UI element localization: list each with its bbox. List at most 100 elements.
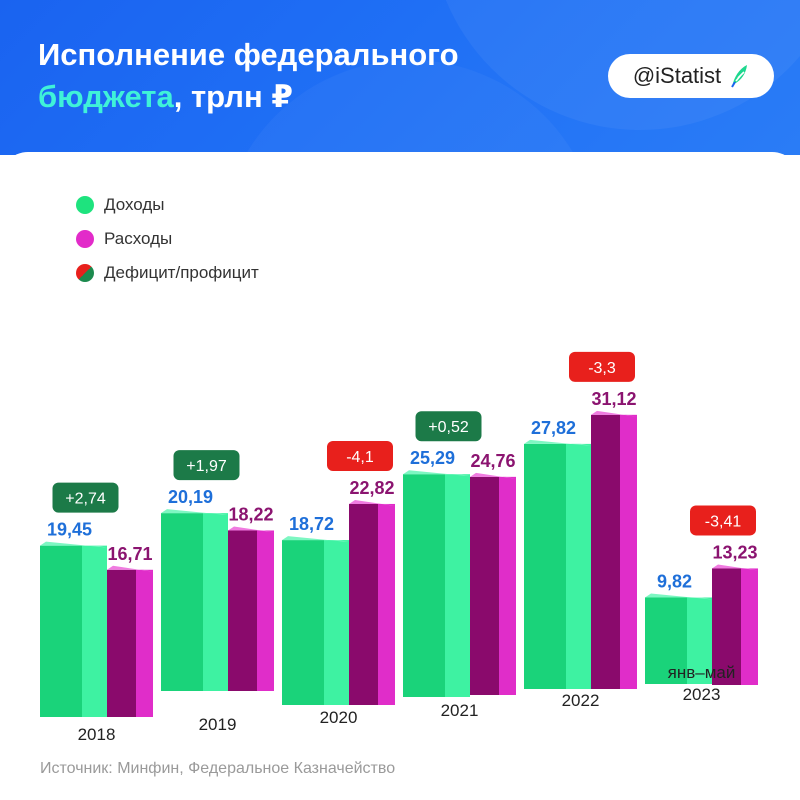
- income-bar-3-front: [403, 474, 445, 697]
- income-bar-3-side: [445, 474, 470, 697]
- expense-bar-0-top: [107, 565, 153, 572]
- title-line-1: Исполнение федерального: [38, 37, 459, 72]
- category-label-1-0: 2019: [199, 715, 237, 734]
- expense-value-label-0: 16,71: [107, 544, 152, 564]
- income-value-label-2: 18,72: [289, 514, 334, 534]
- expense-value-label-3: 24,76: [470, 451, 515, 471]
- expense-bar-3-side: [499, 476, 516, 695]
- income-bar-1-front: [161, 513, 203, 691]
- expense-bar-5-side: [741, 568, 758, 685]
- income-bar-0: [40, 541, 107, 717]
- income-bar-1-side: [203, 513, 228, 691]
- category-label-4-0: 2022: [562, 691, 600, 710]
- page-title: Исполнение федерального бюджета, трлн ₽: [38, 34, 459, 118]
- income-bar-2-side: [324, 540, 349, 705]
- legend-label-expense: Расходы: [104, 229, 173, 248]
- income-bar-2-top: [282, 536, 349, 543]
- income-value-label-4: 27,82: [531, 418, 576, 438]
- balance-badge-1-box: [173, 450, 240, 481]
- expense-value-label-2: 22,82: [349, 478, 394, 498]
- legend-label-balance: Дефицит/профицит: [104, 263, 259, 282]
- legend-item-income: Доходы: [76, 188, 259, 222]
- income-bar-3: [403, 470, 470, 697]
- income-bar-2-front: [282, 540, 324, 705]
- expense-bar-5: [712, 564, 758, 685]
- balance-badge-3-label: +0,52: [428, 419, 469, 436]
- legend-item-expense: Расходы: [76, 222, 259, 256]
- income-bar-4-front: [524, 443, 566, 689]
- expense-value-label-1: 18,22: [228, 504, 273, 524]
- expense-bar-4-side: [620, 414, 637, 689]
- expense-value-label-5: 13,23: [712, 542, 757, 562]
- category-label-2-0: 2020: [320, 708, 358, 727]
- legend-item-balance: Дефицит/профицит: [76, 256, 259, 290]
- expense-bar-1: [228, 526, 274, 691]
- income-bar-0-top: [40, 541, 107, 548]
- income-bar-5-front: [645, 597, 687, 684]
- balance-badge-2-box: [327, 440, 393, 471]
- expense-bar-0: [107, 565, 153, 717]
- expense-bar-4-top: [591, 410, 637, 417]
- legend-swatch-balance: [76, 264, 94, 282]
- income-bar-5-side: [687, 597, 712, 684]
- expense-bar-0-front: [107, 569, 136, 717]
- income-bar-4-top: [524, 439, 591, 446]
- income-bar-0-side: [82, 545, 107, 717]
- category-label-5-0: янв–май: [668, 663, 736, 682]
- expense-value-label-4: 31,12: [591, 389, 636, 409]
- balance-badge-4-box: [569, 351, 635, 382]
- balance-badge-0-label: +2,74: [65, 491, 106, 508]
- title-accent: бюджета: [38, 79, 174, 114]
- source-note: Источник: Минфин, Федеральное Казначейст…: [40, 760, 396, 777]
- income-bar-3-top: [403, 470, 470, 477]
- balance-badge-0-box: [52, 482, 119, 513]
- expense-bar-4: [591, 410, 637, 689]
- balance-badge-3-box: [415, 411, 482, 442]
- title-rest: , трлн ₽: [173, 79, 293, 114]
- expense-bar-4-front: [591, 414, 620, 689]
- category-label-0-0: 2018: [78, 725, 116, 744]
- legend-swatch-income: [76, 196, 94, 214]
- expense-bar-2-side: [378, 503, 395, 705]
- category-label-3-0: 2021: [441, 701, 479, 720]
- chart-legend: Доходы Расходы Дефицит/профицит: [76, 188, 259, 290]
- expense-bar-1-side: [257, 530, 274, 691]
- expense-bar-5-front: [712, 568, 741, 685]
- expense-bar-3-front: [470, 476, 499, 695]
- income-value-label-5: 9,82: [657, 571, 692, 591]
- category-label-5-1: 2023: [683, 685, 721, 704]
- expense-bar-3: [470, 472, 516, 695]
- balance-badge-5-box: [690, 505, 756, 536]
- income-bar-2: [282, 536, 349, 705]
- income-bar-1-top: [161, 509, 228, 516]
- balance-badge-5-label: -3,41: [705, 513, 742, 530]
- income-bar-0-front: [40, 545, 82, 717]
- expense-bar-2-front: [349, 503, 378, 705]
- feather-icon: [731, 65, 748, 88]
- title-line-2: бюджета, трлн ₽: [38, 76, 459, 118]
- expense-bar-2: [349, 499, 395, 705]
- income-value-label-3: 25,29: [410, 448, 455, 468]
- expense-bar-1-front: [228, 530, 257, 691]
- brand-handle: @iStatist: [632, 63, 722, 88]
- brand-badge[interactable]: @iStatist: [608, 54, 774, 98]
- balance-badge-1-label: +1,97: [186, 458, 227, 475]
- expense-bar-5-top: [712, 564, 758, 571]
- income-bar-5-top: [645, 593, 712, 600]
- legend-swatch-expense: [76, 230, 94, 248]
- balance-badge-2-label: -4,1: [346, 449, 374, 466]
- income-value-label-1: 20,19: [168, 487, 213, 507]
- expense-bar-3-top: [470, 472, 516, 479]
- income-bar-4-side: [566, 443, 591, 689]
- balance-badge-4-label: -3,3: [588, 360, 616, 377]
- income-bar-1: [161, 509, 228, 691]
- income-bar-4: [524, 439, 591, 689]
- expense-bar-2-top: [349, 499, 395, 506]
- income-value-label-0: 19,45: [47, 520, 92, 540]
- income-bar-5: [645, 593, 712, 684]
- expense-bar-0-side: [136, 569, 153, 717]
- expense-bar-1-top: [228, 526, 274, 533]
- legend-label-income: Доходы: [104, 195, 165, 214]
